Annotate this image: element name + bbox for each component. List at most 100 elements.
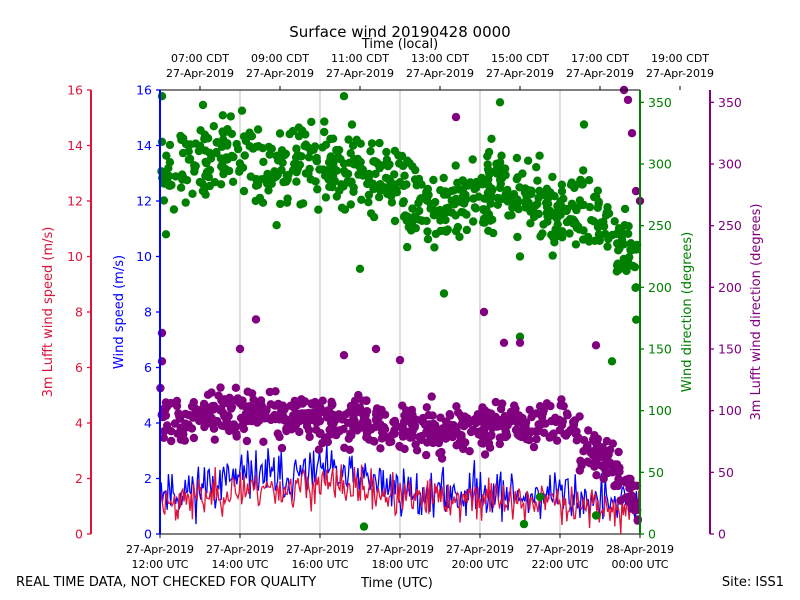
data-point [303,143,312,152]
data-point [161,230,171,239]
top-tick-label: 17:00 CDT [571,52,629,65]
data-point [187,402,197,411]
data-point [601,211,611,220]
data-point [453,222,463,232]
data-point [304,153,314,162]
data-point [246,172,255,181]
y-tick-label: 50 [718,465,734,480]
y-tick-label: 100 [648,403,672,418]
data-point [429,205,439,215]
data-point [491,397,500,407]
y-axis-label: Wind speed (m/s) [112,255,127,369]
data-point [239,415,249,424]
data-point [307,117,316,127]
data-point [382,147,391,157]
data-point [439,173,448,183]
data-point [610,217,619,226]
series-3m-lufft-wind-direction [156,85,645,525]
data-point [527,413,536,422]
data-point [352,426,362,435]
data-point [371,344,381,354]
x-tick-label: 27-Apr-2019 [526,543,594,556]
data-point [239,186,249,196]
data-point [180,436,189,445]
y-tick-label: 12 [67,194,83,209]
x-tick-label: 16:00 UTC [291,558,348,571]
data-point [445,410,454,419]
data-point [474,430,483,439]
data-point [532,163,541,172]
y-tick-label: 250 [718,218,742,233]
data-point [336,155,345,164]
data-point [442,207,451,217]
data-point [524,200,533,209]
data-point [462,210,471,219]
data-point [583,232,593,242]
data-point [623,95,633,105]
data-point [191,161,200,171]
data-point [387,179,396,188]
data-point [483,165,493,174]
data-point [524,186,533,195]
data-point [567,178,576,187]
data-point [539,220,548,229]
data-point [357,195,366,204]
data-point [346,200,355,209]
data-point [314,415,323,424]
data-point [343,418,353,427]
data-point [251,196,260,206]
data-point [560,430,569,439]
data-point [309,408,319,417]
data-point [281,149,291,158]
data-point [614,224,624,233]
data-point [284,170,293,180]
data-point [358,165,367,174]
data-point [460,178,470,188]
y-tick-label: 14 [136,138,152,153]
data-point [251,315,261,324]
data-point [265,150,274,159]
data-point [474,192,483,201]
data-point [486,216,495,225]
data-point [601,229,610,239]
data-point [376,186,385,195]
data-point [436,413,445,422]
data-point [238,401,247,410]
data-point [572,427,581,436]
data-point [558,227,567,236]
data-point [332,414,341,424]
y-tick-label: 350 [648,95,672,110]
data-point [235,167,244,176]
y-tick-label: 300 [718,157,742,172]
data-point [497,151,506,160]
data-point [266,400,275,409]
data-point [220,422,229,431]
x-tick-label: 27-Apr-2019 [286,543,354,556]
data-point [300,397,310,406]
data-point [288,411,298,420]
data-point [458,185,467,195]
x-axis-label: Time (UTC) [361,576,433,591]
data-point [486,199,495,208]
data-point [627,129,637,138]
data-point [205,148,214,157]
data-point [332,145,341,155]
data-point [226,112,235,121]
y-tick-label: 250 [648,218,672,233]
data-point [468,155,477,164]
data-point [235,344,245,354]
data-point [216,180,226,189]
data-point [346,401,356,411]
data-point [455,232,464,242]
data-point [521,430,531,439]
data-point [611,467,620,476]
data-point [301,130,310,139]
data-point [480,450,490,459]
data-point [189,433,199,443]
y-tick-label: 200 [718,280,742,295]
data-point [290,396,299,406]
data-point [545,433,554,442]
data-point [614,246,623,255]
data-point [390,417,399,426]
data-point [209,424,219,433]
